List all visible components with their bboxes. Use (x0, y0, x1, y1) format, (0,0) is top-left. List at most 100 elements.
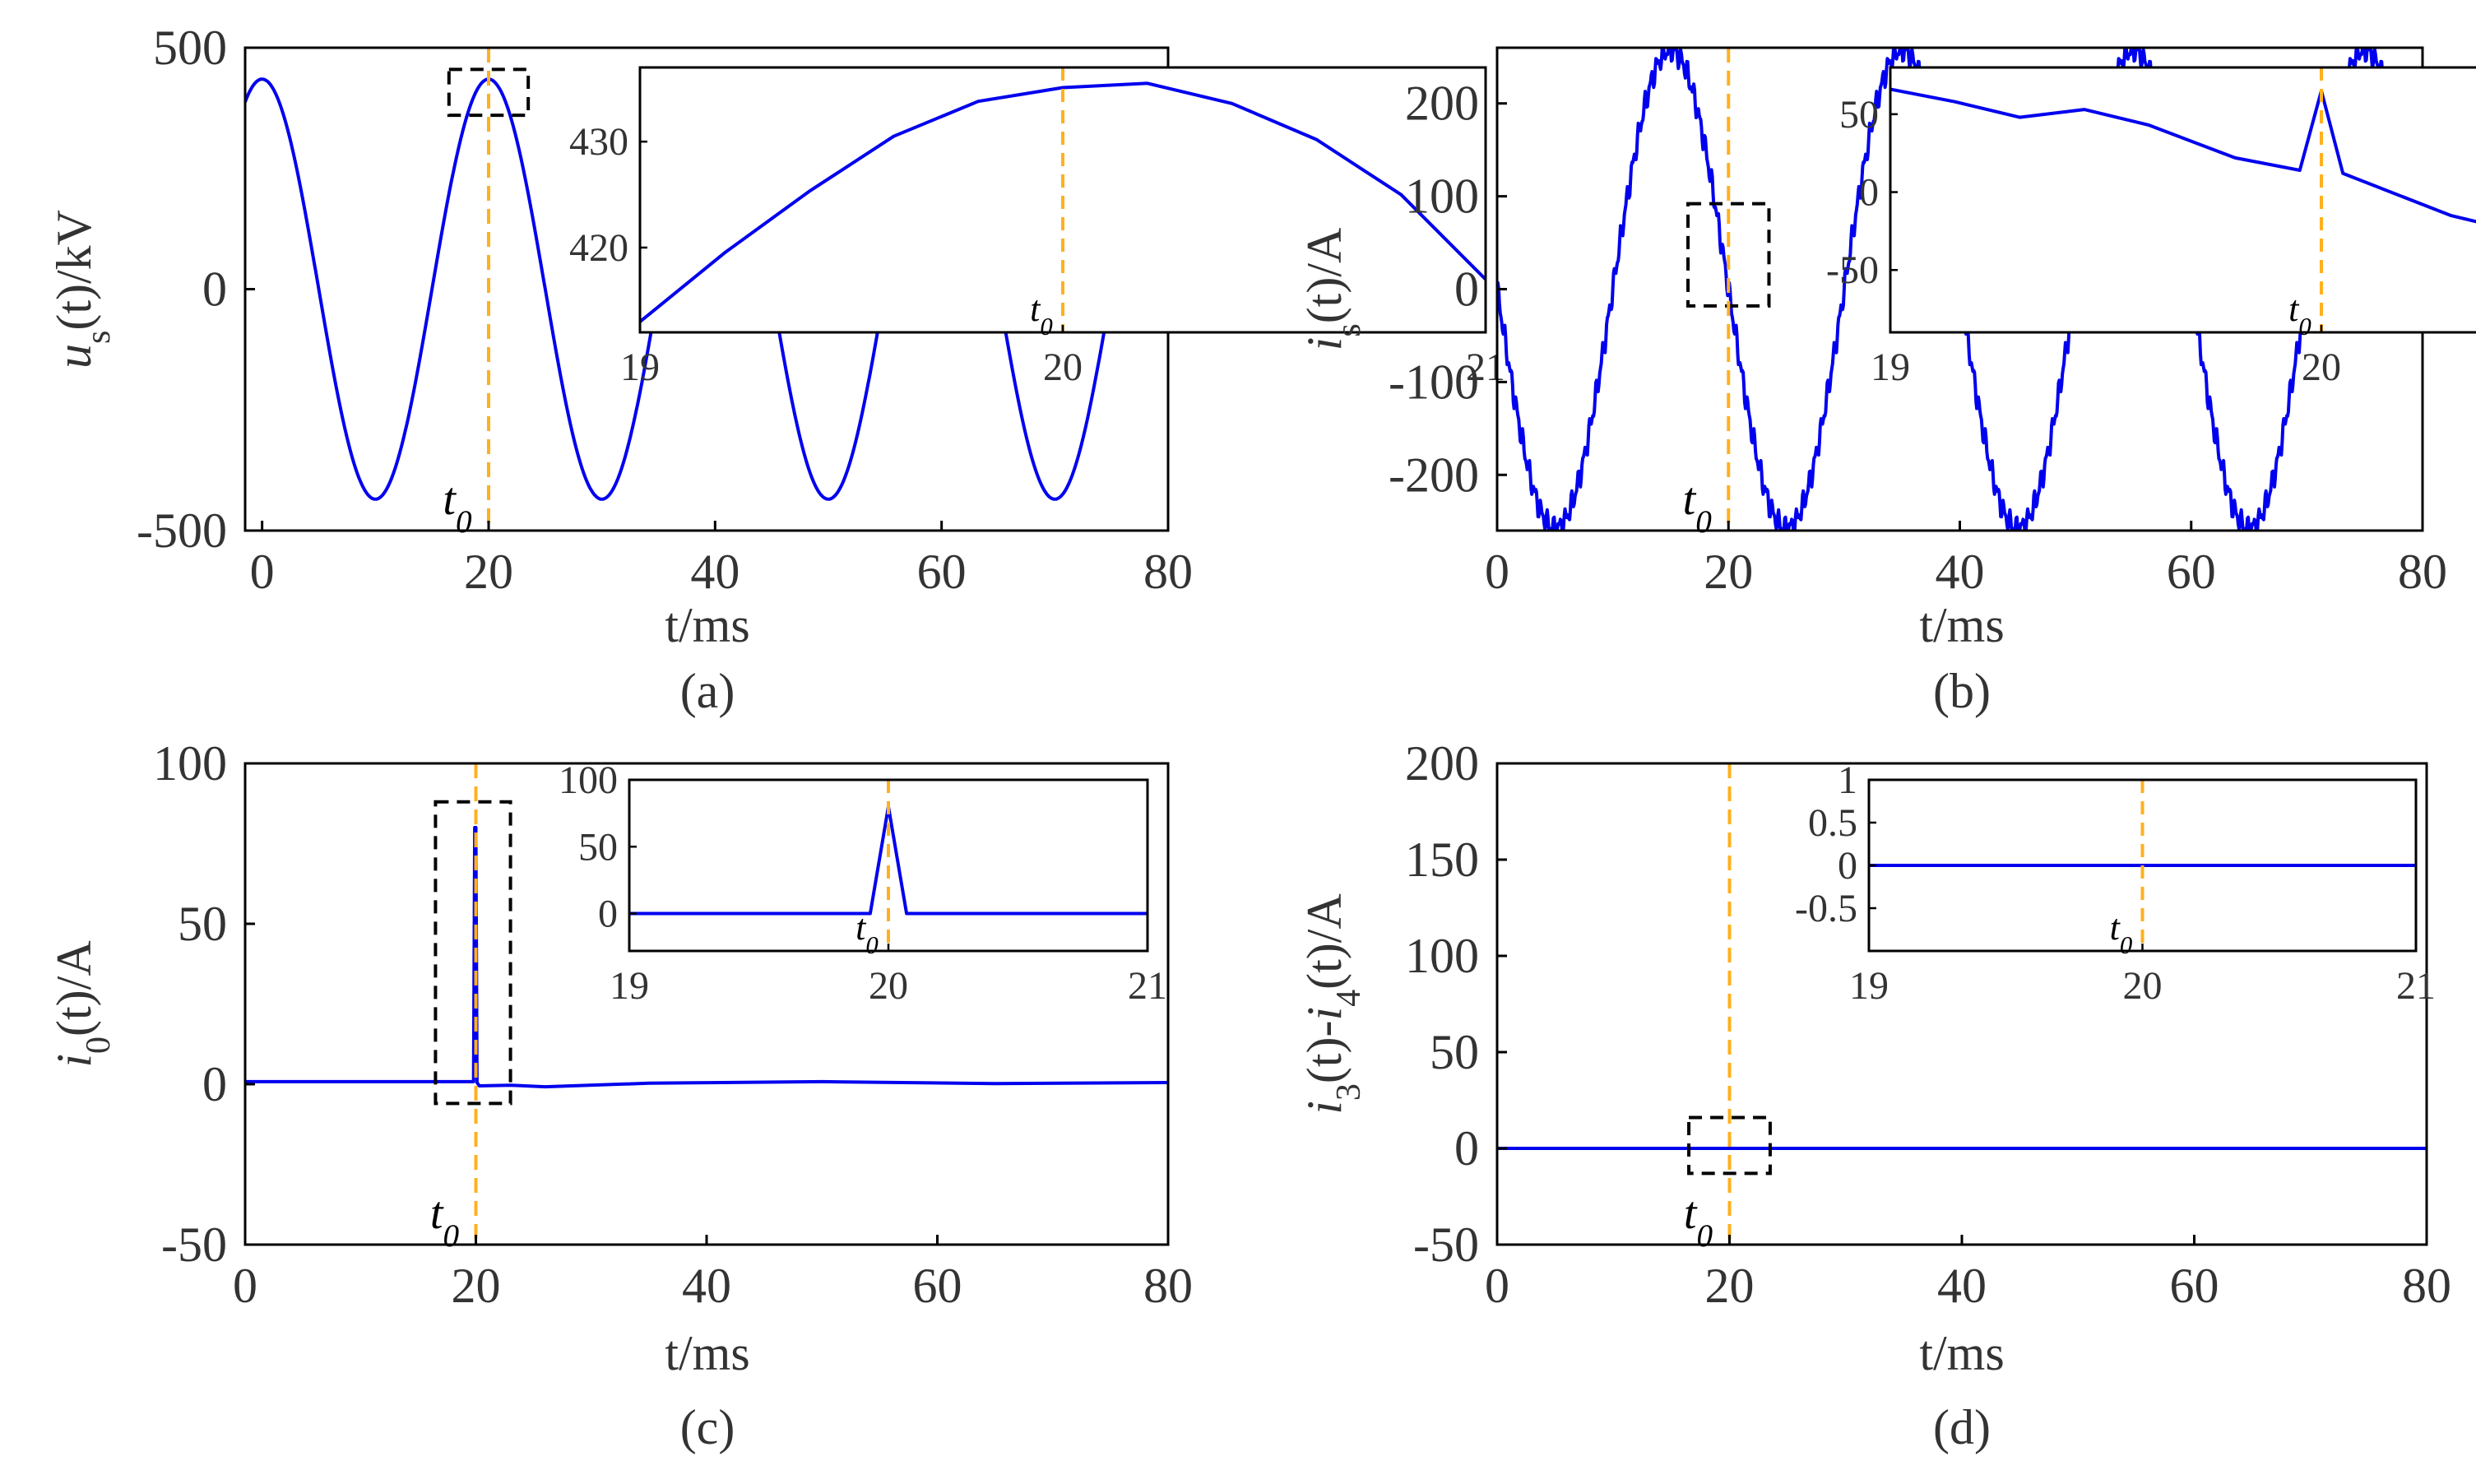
y-label-subscript-2: 4 (1330, 990, 1368, 1007)
y-label-symbol-2: i (1297, 1007, 1352, 1021)
inset-x-tick-label: 20 (1043, 345, 1083, 389)
x-tick-label: 0 (250, 545, 275, 599)
x-tick-label: 40 (1937, 1259, 1987, 1313)
x-tick-label: 80 (2398, 545, 2447, 599)
y-tick-label: 200 (1405, 736, 1479, 791)
panel-caption: (a) (680, 664, 735, 718)
inset-y-tick-label: 1 (1838, 758, 1857, 802)
inset-t0-label-t: t (2110, 907, 2121, 948)
y-label-suffix: (t)/kV (47, 210, 101, 331)
y-axis-label: i0(t)/A (47, 940, 118, 1067)
y-axis-label: us(t)/kV (47, 210, 118, 369)
inset-t0-label-t: t (1030, 289, 1041, 329)
x-tick-label: 40 (1936, 545, 1985, 599)
y-tick-label: 150 (1405, 832, 1479, 887)
inset-series-line (640, 81, 1486, 323)
inset-y-tick-label: 0 (1859, 171, 1879, 215)
zoom-box (1687, 1115, 1772, 1176)
t0-label-t: t (1684, 1188, 1698, 1239)
y-label-symbol: u (47, 344, 101, 369)
t0-label-t: t (443, 474, 457, 525)
x-tick-label: 20 (464, 545, 513, 599)
y-tick-label: 0 (202, 1057, 227, 1111)
inset-y-tick-label: 50 (1839, 93, 1879, 137)
y-tick-label: -500 (137, 503, 227, 558)
inset-t0-label-sub: 0 (865, 931, 878, 959)
inset-x-tick-label: 19 (1871, 345, 1910, 389)
x-tick-label: 80 (1143, 545, 1193, 599)
inset-y-tick-label: 430 (569, 120, 628, 164)
x-axis-label: t/ms (665, 598, 749, 652)
y-tick-label: 100 (1405, 169, 1479, 224)
x-tick-label: 20 (452, 1259, 501, 1313)
inset-t0-label-sub: 0 (2298, 313, 2311, 341)
x-tick-label: 60 (913, 1259, 962, 1313)
y-tick-label: 0 (1454, 1121, 1479, 1176)
y-label-suffix: (t)/A (1297, 893, 1352, 990)
y-label-symbol: i (47, 1054, 101, 1068)
y-tick-label: 200 (1405, 77, 1479, 131)
y-tick-label: 0 (202, 262, 227, 317)
x-tick-label: 40 (690, 545, 740, 599)
chart-panel-b: t0020406080-200-1000100200t0192021-50050… (1297, 46, 2476, 718)
inset-x-tick-label: 19 (620, 345, 660, 389)
x-tick-label: 20 (1705, 1259, 1755, 1313)
x-tick-label: 60 (917, 545, 967, 599)
inset-y-tick-label: -50 (1826, 248, 1879, 292)
zoom-box (434, 800, 512, 1106)
y-tick-label: 50 (178, 897, 227, 951)
inset-y-tick-label: 0.5 (1808, 801, 1857, 845)
x-tick-label: 80 (2402, 1259, 2451, 1313)
inset-background (1890, 67, 2476, 332)
y-label-suffix: (t)/A (1297, 228, 1352, 324)
inset-y-tick-label: 0 (1838, 844, 1857, 888)
x-tick-label: 80 (1143, 1259, 1193, 1313)
t0-label-sub: 0 (443, 1218, 459, 1254)
inset-x-tick-label: 21 (2396, 964, 2436, 1008)
t0-label-sub: 0 (1695, 504, 1712, 540)
y-tick-label: 50 (1430, 1025, 1479, 1079)
y-label-suffix: (t)/A (47, 940, 101, 1036)
y-axis-label: is(t)/A (1297, 228, 1368, 351)
t0-label-sub: 0 (456, 504, 472, 540)
x-tick-label: 20 (1704, 545, 1753, 599)
inset-x-tick-label: 19 (610, 964, 649, 1008)
panel-caption: (c) (680, 1400, 735, 1454)
x-tick-label: 40 (682, 1259, 731, 1313)
t0-label-sub: 0 (1696, 1218, 1713, 1254)
panel-caption: (d) (1933, 1400, 1991, 1454)
y-label-symbol: i (1297, 337, 1352, 351)
inset-x-tick-label: 21 (1128, 964, 1167, 1008)
x-tick-label: 60 (2170, 1259, 2219, 1313)
inset-x-tick-label: 20 (2302, 345, 2341, 389)
inset-t0-label-t: t (2288, 289, 2300, 329)
y-label-subscript: s (80, 331, 118, 344)
inset-y-tick-label: 50 (578, 825, 618, 869)
x-axis-label: t/ms (665, 1326, 749, 1380)
inset-t0-label-t: t (855, 907, 867, 948)
x-axis-label: t/ms (1919, 1326, 2004, 1380)
x-tick-label: 60 (2167, 545, 2216, 599)
y-tick-label: -100 (1389, 355, 1479, 409)
inset-t0-label-sub: 0 (2120, 931, 2132, 959)
inset-x-tick-label: 19 (1849, 964, 1889, 1008)
inset-x-tick-label: 20 (2123, 964, 2163, 1008)
y-label-mid: (t)- (1297, 1021, 1352, 1084)
x-tick-label: 0 (1485, 545, 1509, 599)
y-axis-label: i3(t)-i4(t)/A (1297, 893, 1368, 1115)
inset-y-tick-label: 420 (569, 226, 628, 270)
t0-label-t: t (430, 1188, 444, 1239)
panel-caption: (b) (1933, 664, 1991, 718)
inset-series-line (1890, 87, 2476, 224)
y-label-subscript: 0 (80, 1036, 118, 1054)
x-axis-label: t/ms (1919, 598, 2004, 652)
inset-y-tick-label: 100 (559, 758, 618, 802)
y-label-symbol: i (1297, 1101, 1352, 1115)
t0-label-t: t (1683, 474, 1697, 525)
y-label-subscript: s (1330, 323, 1368, 336)
inset-x-tick-label: 20 (869, 964, 908, 1008)
